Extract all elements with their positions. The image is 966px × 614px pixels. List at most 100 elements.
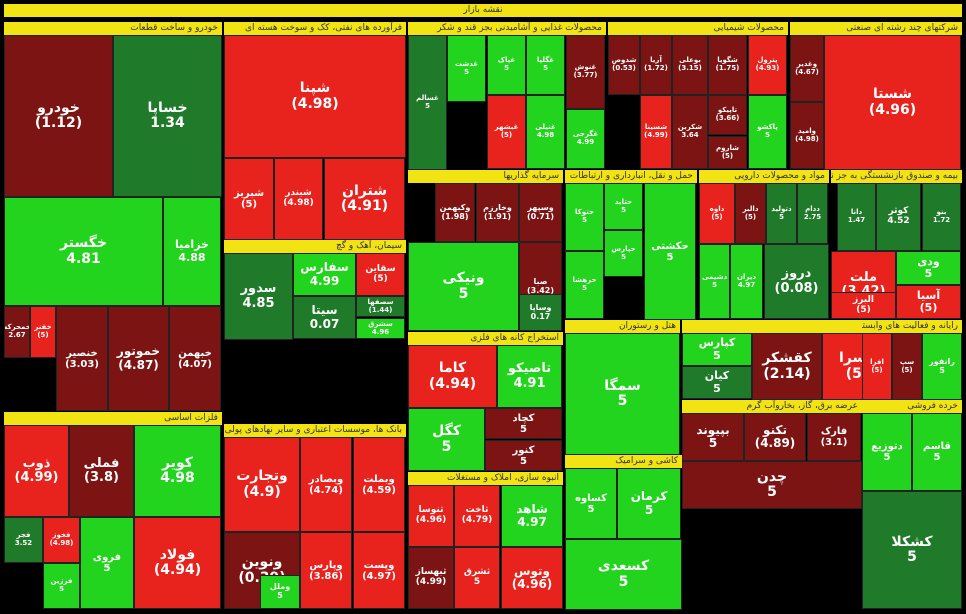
stock-tile[interactable]: وبصادر (4.74) xyxy=(300,437,352,532)
stock-tile[interactable]: بپیوند 5 xyxy=(682,413,744,461)
stock-tile[interactable]: دیران 4.97 xyxy=(730,244,763,319)
stock-tile[interactable]: ددام 2.75 xyxy=(797,183,828,244)
stock-tile[interactable]: خموتور (4.87) xyxy=(108,306,169,411)
stock-tile[interactable]: شتران (4.91) xyxy=(324,158,405,240)
stock-tile[interactable]: وامید (4.98) xyxy=(790,102,824,169)
stock-tile[interactable]: حپارس 5 xyxy=(604,230,643,277)
stock-tile[interactable]: سصفها (1.44) xyxy=(356,296,405,317)
stock-tile[interactable]: تاصیکو 4.91 xyxy=(497,345,562,408)
stock-tile[interactable]: چدن 5 xyxy=(682,461,862,509)
stock-tile[interactable]: غبشهر (5) xyxy=(487,95,526,169)
stock-tile[interactable]: ودی 5 xyxy=(896,251,961,285)
stock-tile[interactable]: کسعدی 5 xyxy=(565,539,682,610)
stock-tile[interactable]: وبملت (4.59) xyxy=(353,437,405,532)
stock-tile[interactable]: کوثر 4.52 xyxy=(876,183,921,251)
stock-tile[interactable]: کگل 5 xyxy=(408,408,485,471)
stock-tile[interactable]: بنو 1.72 xyxy=(922,183,961,251)
stock-tile[interactable]: وساپا 0.17 xyxy=(519,294,562,331)
stock-tile[interactable]: شکربن 3.64 xyxy=(672,95,708,169)
stock-tile[interactable]: کپارس 5 xyxy=(682,333,752,366)
stock-tile[interactable]: وملل 5 xyxy=(260,575,300,609)
stock-tile[interactable]: شگویا (1.75) xyxy=(708,35,747,95)
stock-tile[interactable]: حتاید 5 xyxy=(604,183,643,230)
stock-tile[interactable]: فرزین 5 xyxy=(43,563,80,609)
stock-tile[interactable]: خمحرکه 2.67 xyxy=(4,306,30,358)
stock-tile[interactable]: فارک (3.1) xyxy=(807,413,861,461)
stock-tile[interactable]: سفارس 4.99 xyxy=(293,253,356,296)
stock-tile[interactable]: افرا (5) xyxy=(862,333,892,400)
stock-tile[interactable]: کچاد 5 xyxy=(485,408,562,439)
stock-tile[interactable]: وپست (4.97) xyxy=(353,532,405,609)
stock-tile[interactable]: دتوزیع 5 xyxy=(862,413,912,491)
stock-tile[interactable]: فولاد (4.94) xyxy=(134,517,221,609)
stock-tile[interactable]: خگستر 4.81 xyxy=(4,197,163,306)
stock-tile[interactable]: سقاین (5) xyxy=(356,253,405,296)
stock-tile[interactable]: غپاک 5 xyxy=(487,35,526,95)
stock-tile[interactable]: ثبهساز (4.99) xyxy=(408,547,454,609)
stock-tile[interactable]: خبهمن (4.07) xyxy=(169,306,221,411)
stock-tile[interactable]: دالبر (5) xyxy=(735,183,766,244)
stock-tile[interactable]: خودرو (1.12) xyxy=(4,35,113,197)
stock-tile[interactable]: شاروم (5) xyxy=(708,136,747,169)
stock-tile[interactable]: کنور 5 xyxy=(485,440,562,471)
stock-tile[interactable]: حتوکا 5 xyxy=(565,183,604,251)
stock-tile[interactable]: خنصیر (3.03) xyxy=(56,306,108,411)
stock-tile[interactable]: خساپا 1.34 xyxy=(113,35,222,197)
stock-tile[interactable]: فملی (3.8) xyxy=(69,425,134,517)
stock-tile[interactable]: دشیمی 5 xyxy=(699,244,730,319)
stock-tile[interactable]: غنوش (3.77) xyxy=(566,35,605,109)
stock-tile[interactable]: وکبهمن (1.98) xyxy=(435,183,475,242)
stock-tile[interactable]: کاما (4.94) xyxy=(408,345,497,408)
stock-tile[interactable]: وخارزم (1.91) xyxy=(476,183,519,242)
stock-tile[interactable]: شسینا (4.99) xyxy=(640,95,672,169)
stock-tile[interactable]: ثشرق 5 xyxy=(454,547,500,609)
stock-tile[interactable]: ثنوسا (4.96) xyxy=(408,485,454,547)
stock-tile[interactable]: سدور 4.85 xyxy=(224,253,293,340)
stock-tile[interactable]: حکشتی 5 xyxy=(644,183,696,320)
stock-tile[interactable]: وپارس (3.86) xyxy=(300,532,352,609)
stock-tile[interactable]: کرمان 5 xyxy=(617,468,681,539)
stock-tile[interactable]: وتجارت (4.9) xyxy=(224,437,300,532)
stock-tile[interactable]: پترول (4.93) xyxy=(748,35,787,95)
stock-tile[interactable]: کویر 4.98 xyxy=(134,425,221,517)
stock-tile[interactable]: تکنو (4.89) xyxy=(744,413,806,461)
stock-tile[interactable]: غگرجی 4.99 xyxy=(566,109,605,169)
stock-tile[interactable]: شبریز (5) xyxy=(224,158,274,240)
stock-tile[interactable]: فجر 3.52 xyxy=(4,517,43,563)
stock-tile[interactable]: فروی 5 xyxy=(80,517,134,609)
stock-tile[interactable]: فخوز (4.98) xyxy=(43,517,80,563)
stock-tile[interactable]: کشکلا 5 xyxy=(862,491,962,609)
stock-tile[interactable]: سیتا 0.07 xyxy=(293,296,356,339)
stock-tile[interactable]: قاسم 5 xyxy=(912,413,962,491)
stock-tile[interactable]: ثاخت (4.79) xyxy=(454,485,500,547)
stock-tile[interactable]: ونیکی 5 xyxy=(408,242,519,331)
stock-tile[interactable]: شستا (4.96) xyxy=(824,35,961,170)
stock-tile[interactable]: خفنر (5) xyxy=(30,306,56,358)
stock-tile[interactable]: غسالم 5 xyxy=(408,35,447,170)
stock-tile[interactable]: دتولید 5 xyxy=(766,183,797,244)
stock-tile[interactable]: تاپیکو (3.66) xyxy=(708,95,747,135)
stock-tile[interactable]: کساوه 5 xyxy=(565,468,617,539)
stock-tile[interactable]: ذوب (4.99) xyxy=(4,425,69,517)
stock-tile[interactable]: شبندر (4.98) xyxy=(274,158,323,240)
stock-tile[interactable]: خزامیا 4.88 xyxy=(163,197,221,306)
stock-tile[interactable]: بوعلی (3.15) xyxy=(672,35,708,95)
stock-tile[interactable]: دانا 1.47 xyxy=(837,183,876,251)
stock-tile[interactable]: سپ (5) xyxy=(892,333,922,400)
stock-tile[interactable]: وسپهر (0.71) xyxy=(519,183,562,242)
stock-tile[interactable]: البرز (5) xyxy=(831,292,896,319)
stock-tile[interactable]: شدوص (0.53) xyxy=(608,35,640,95)
stock-tile[interactable]: وغدیر (4.67) xyxy=(790,35,824,102)
stock-tile[interactable]: غنیلی 4.98 xyxy=(526,95,565,169)
stock-tile[interactable]: داوه (5) xyxy=(699,183,735,244)
stock-tile[interactable]: سمگا 5 xyxy=(565,333,680,455)
stock-tile[interactable]: رانفور 5 xyxy=(922,333,962,400)
stock-tile[interactable]: حرهشا 5 xyxy=(565,251,604,319)
stock-tile[interactable]: سشرق 4.96 xyxy=(356,318,405,339)
stock-tile[interactable]: پاکشو 5 xyxy=(748,95,787,169)
stock-tile[interactable]: آسیا (5) xyxy=(896,285,961,319)
stock-tile[interactable]: وتوس (4.96) xyxy=(501,547,563,609)
stock-tile[interactable]: کیان 5 xyxy=(682,366,752,399)
stock-tile[interactable]: غگلپا 5 xyxy=(526,35,565,95)
stock-tile[interactable]: کقشکر (2.14) xyxy=(752,333,822,400)
